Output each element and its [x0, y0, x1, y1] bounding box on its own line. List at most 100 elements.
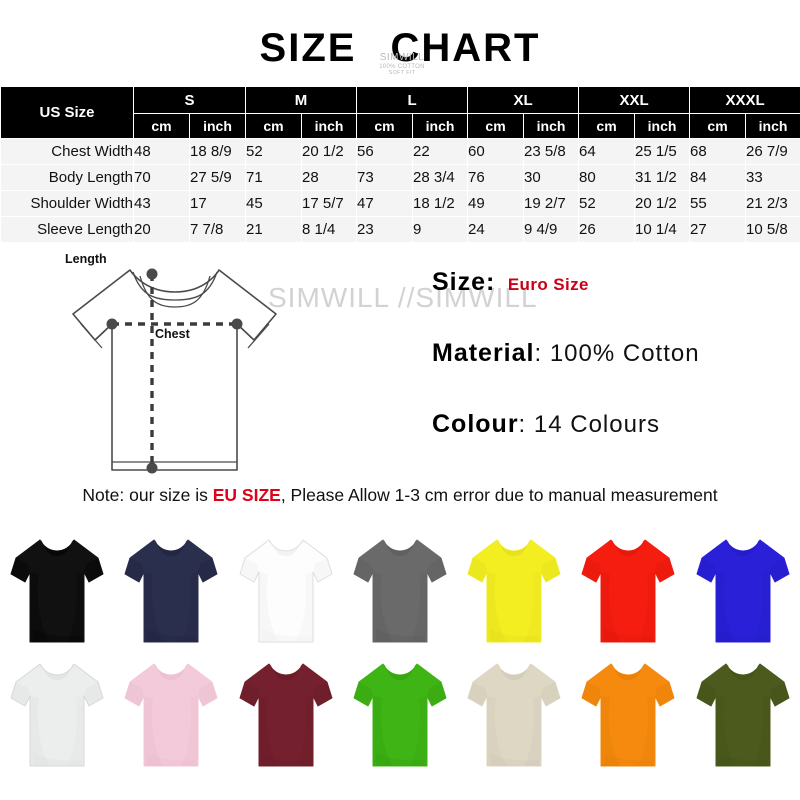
header-size-xxl: XXL: [578, 86, 691, 114]
cell-body-xl-cm: 76: [467, 164, 525, 191]
colour-swatch-khaki[interactable]: [457, 652, 571, 776]
diagram-label-length: Length: [65, 252, 107, 266]
header-size-l: L: [356, 86, 469, 114]
info-colour-key: Colour: [432, 410, 519, 438]
size-table: US Size S M L XL XXL XXXL cm inch cm inc…: [0, 86, 800, 243]
header-unit-s-inch: inch: [188, 113, 247, 139]
cell-sleeve-m-cm: 21: [245, 216, 303, 243]
brand-watermark-name: SIMWILL: [379, 52, 425, 63]
tshirt-yellow-icon: [467, 539, 561, 643]
row-label-sleeve-length: Sleeve Length: [0, 216, 134, 243]
info-material-line: Material: 100% Cotton: [432, 339, 800, 368]
size-table-header-row-units: cm inch cm inch cm inch cm inch cm inch …: [1, 113, 800, 139]
cell-shoulder-m-inch: 17 5/7: [301, 190, 358, 217]
colour-swatch-white[interactable]: [229, 528, 343, 652]
cell-body-xxxl-cm: 84: [689, 164, 747, 191]
header-size-m: M: [245, 86, 358, 114]
cell-sleeve-xxl-inch: 10 1/4: [634, 216, 691, 243]
cell-shoulder-xxxl-cm: 55: [689, 190, 747, 217]
cell-chest-xl-inch: 23 5/8: [523, 138, 580, 165]
colour-swatch-yellow[interactable]: [457, 528, 571, 652]
cell-chest-xxl-inch: 25 1/5: [634, 138, 691, 165]
cell-shoulder-m-cm: 45: [245, 190, 303, 217]
header-us-size: US Size: [0, 86, 134, 139]
cell-body-xl-inch: 30: [523, 164, 580, 191]
tshirt-light-grey-icon: [10, 663, 104, 767]
info-colour-line: Colour: 14 Colours: [432, 410, 800, 439]
tshirt-army-green-icon: [696, 663, 790, 767]
header-unit-l-cm: cm: [356, 113, 414, 139]
colour-swatch-black[interactable]: [0, 528, 114, 652]
colour-swatch-green[interactable]: [343, 652, 457, 776]
tshirt-diagram-icon: [72, 268, 277, 474]
cell-shoulder-xxl-cm: 52: [578, 190, 636, 217]
colour-swatch-navy[interactable]: [114, 528, 228, 652]
tshirt-green-icon: [353, 663, 447, 767]
header-size-s: S: [132, 86, 247, 114]
size-table-header-row-sizes: US Size S M L XL XXL XXXL: [0, 86, 800, 139]
row-label-chest-width: Chest Width: [0, 138, 134, 165]
cell-body-s-cm: 70: [133, 164, 190, 191]
chest-left-dot: [106, 318, 118, 330]
cell-shoulder-xl-cm: 49: [467, 190, 525, 217]
product-info-block: Size: Euro Size Material: 100% Cotton Co…: [432, 268, 800, 439]
cell-shoulder-l-inch: 18 1/2: [412, 190, 469, 217]
brand-watermark-logo: SIMWILL 100% COTTON SOFT FIT: [372, 52, 432, 77]
info-colour-value: : 14 Colours: [518, 411, 660, 438]
page-title-chart: CHART: [390, 26, 541, 70]
row-label-shoulder-width: Shoulder Width: [0, 190, 134, 217]
table-row: Chest Width 48 18 8/9 52 20 1/2 56 22 60…: [0, 138, 800, 165]
cell-chest-xl-cm: 60: [467, 138, 525, 165]
cell-shoulder-xxl-inch: 20 1/2: [634, 190, 691, 217]
cell-sleeve-m-inch: 8 1/4: [301, 216, 358, 243]
header-unit-m-cm: cm: [245, 113, 303, 139]
tshirt-white-icon: [239, 539, 333, 643]
colour-swatch-dark-grey[interactable]: [343, 528, 457, 652]
cell-chest-xxxl-inch: 26 7/9: [745, 138, 800, 165]
cell-sleeve-xxl-cm: 26: [578, 216, 636, 243]
colour-swatch-light-grey[interactable]: [0, 652, 114, 776]
length-bottom-dot: [146, 462, 158, 474]
cell-chest-m-inch: 20 1/2: [301, 138, 358, 165]
brand-watermark-fit: SOFT FIT: [388, 70, 416, 77]
colour-swatch-row-2: [0, 652, 800, 776]
cell-sleeve-xl-cm: 24: [467, 216, 525, 243]
info-material-value: : 100% Cotton: [534, 340, 700, 367]
colour-swatch-red[interactable]: [571, 528, 685, 652]
cell-sleeve-s-cm: 20: [133, 216, 190, 243]
colour-swatch-pink[interactable]: [114, 652, 228, 776]
cell-chest-m-cm: 52: [245, 138, 303, 165]
info-material-key: Material: [432, 339, 535, 367]
note-after: , Please Allow 1-3 cm error due to manua…: [280, 485, 718, 505]
cell-body-m-inch: 28: [301, 164, 358, 191]
colour-swatch-row-1: [0, 528, 800, 652]
colour-swatch-orange[interactable]: [571, 652, 685, 776]
tshirt-khaki-icon: [467, 663, 561, 767]
diagram-label-chest: Chest: [155, 327, 190, 341]
brand-watermark-cotton: 100% COTTON: [379, 63, 425, 70]
cell-sleeve-xxxl-inch: 10 5/8: [745, 216, 800, 243]
header-unit-m-inch: inch: [301, 113, 358, 139]
row-label-body-length: Body Length: [0, 164, 134, 191]
tshirt-dark-grey-icon: [353, 539, 447, 643]
note-line: Note: our size is EU SIZE, Please Allow …: [0, 485, 800, 506]
note-emphasis: EU SIZE: [212, 485, 281, 505]
cell-body-s-inch: 27 5/9: [188, 164, 247, 191]
cell-sleeve-s-inch: 7 7/8: [188, 216, 247, 243]
size-table-body: Chest Width 48 18 8/9 52 20 1/2 56 22 60…: [0, 138, 800, 243]
header-size-xl: XL: [467, 86, 580, 114]
size-table-head: US Size S M L XL XXL XXXL cm inch cm inc…: [0, 86, 800, 139]
colour-swatch-army-green[interactable]: [686, 652, 800, 776]
cell-chest-s-cm: 48: [133, 138, 190, 165]
cell-sleeve-l-cm: 23: [356, 216, 414, 243]
colour-swatch-maroon[interactable]: [229, 652, 343, 776]
tshirt-red-icon: [581, 539, 675, 643]
cell-body-l-inch: 28 3/4: [412, 164, 469, 191]
page-title-size: SIZE: [259, 26, 357, 70]
colour-swatch-grid: [0, 528, 800, 776]
measurement-diagram: Length Chest: [55, 252, 295, 482]
colour-swatch-blue[interactable]: [686, 528, 800, 652]
cell-chest-l-inch: 22: [412, 138, 469, 165]
table-row: Shoulder Width 43 17 45 17 5/7 47 18 1/2…: [0, 190, 800, 217]
